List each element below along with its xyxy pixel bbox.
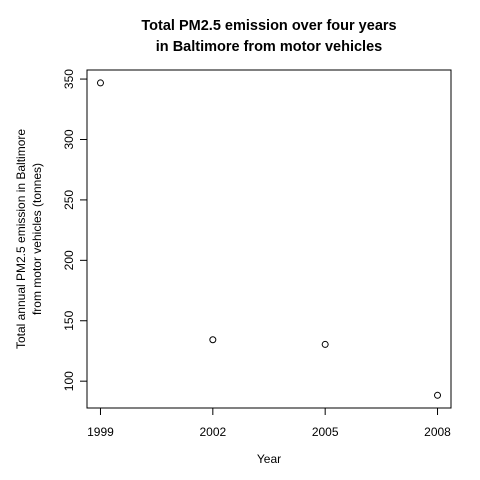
y-tick-label: 100 xyxy=(62,371,76,391)
y-tick-label: 150 xyxy=(62,310,76,330)
y-axis-label-line-1: Total annual PM2.5 emission in Baltimore xyxy=(14,129,28,349)
y-tick-label: 350 xyxy=(62,69,76,89)
x-tick-label: 2008 xyxy=(424,425,451,439)
chart-title-line-2: in Baltimore from motor vehicles xyxy=(156,39,382,55)
data-point xyxy=(321,340,329,348)
data-points xyxy=(96,79,442,399)
y-tick-label: 300 xyxy=(62,129,76,149)
x-tick-label: 1999 xyxy=(87,425,114,439)
x-tick-label: 2002 xyxy=(199,425,226,439)
x-tick-label: 2005 xyxy=(312,425,339,439)
data-point xyxy=(209,336,217,344)
y-tick-label: 200 xyxy=(62,250,76,270)
plot-frame xyxy=(86,69,452,409)
y-axis-label-line-2: from motor vehicles (tonnes) xyxy=(30,163,44,315)
chart-title-line-1: Total PM2.5 emission over four years xyxy=(141,18,396,34)
x-axis: 1999 2002 2005 2008 xyxy=(87,408,451,439)
data-point xyxy=(434,391,442,399)
x-axis-label: Year xyxy=(257,452,281,466)
y-axis: 100 150 200 250 300 350 xyxy=(62,69,87,391)
data-point xyxy=(96,79,104,87)
y-tick-label: 250 xyxy=(62,190,76,210)
